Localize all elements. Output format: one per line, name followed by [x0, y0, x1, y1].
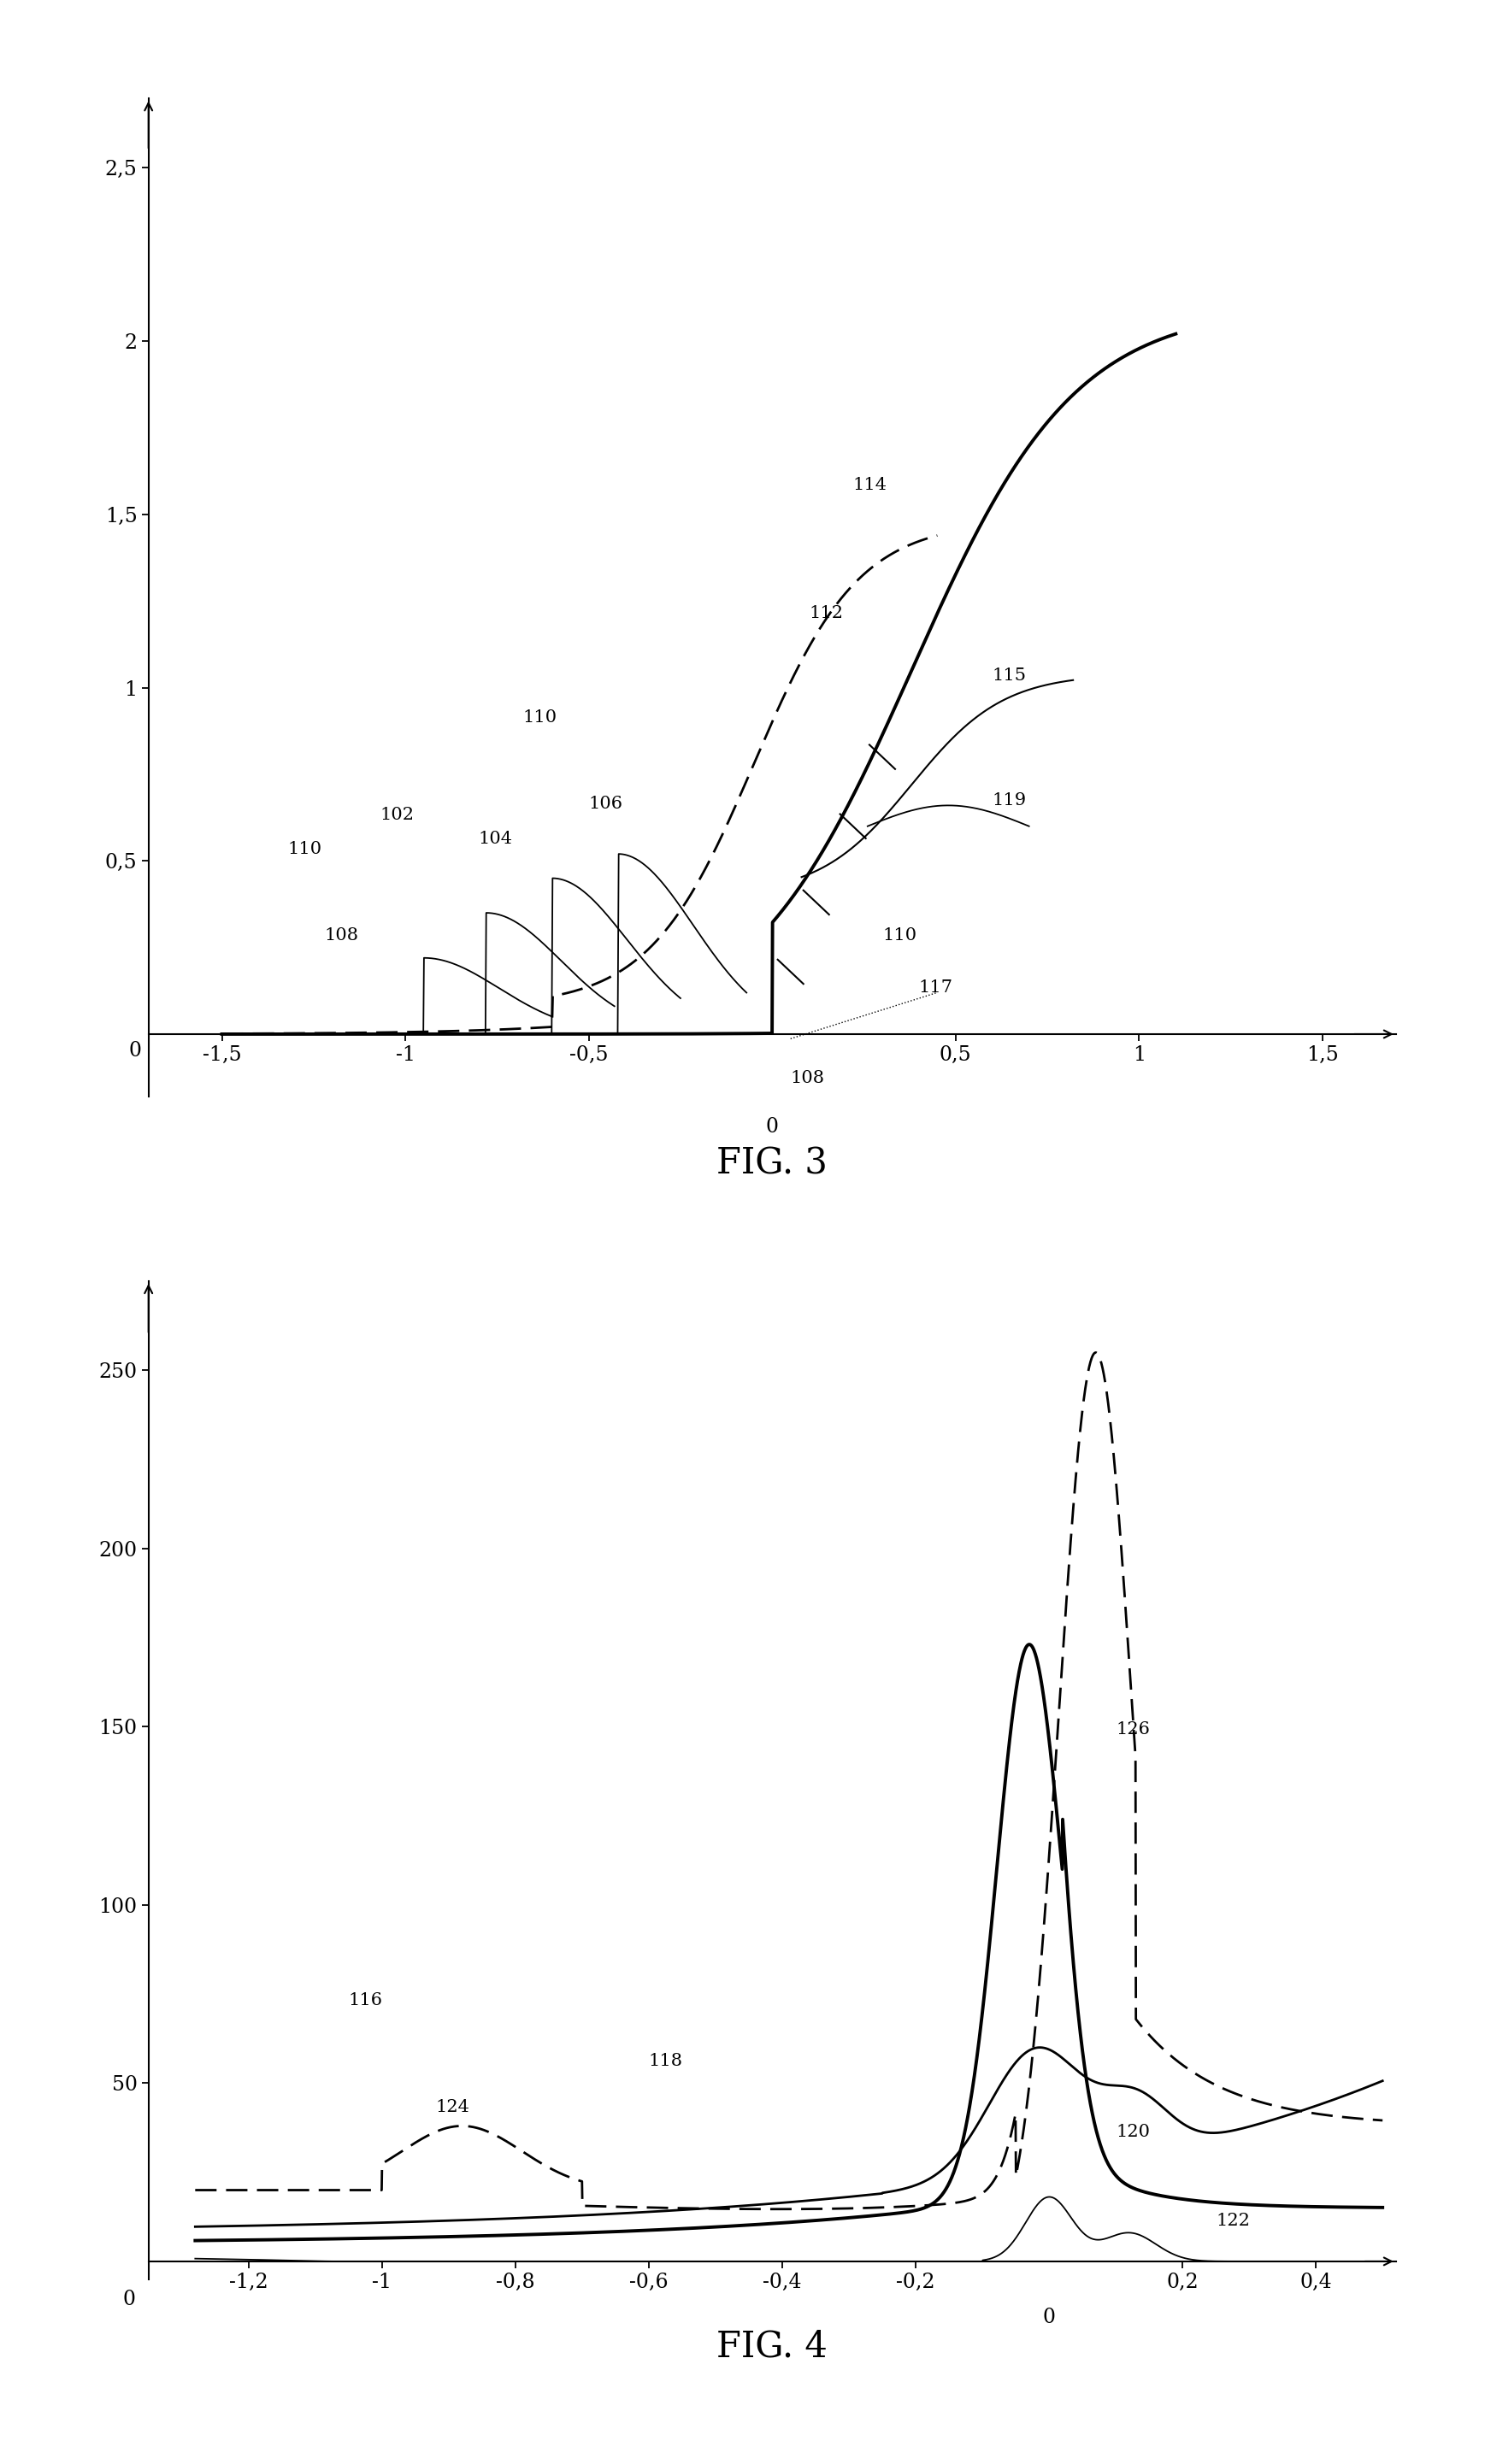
Text: 104: 104	[478, 830, 512, 848]
Text: 114: 114	[852, 478, 887, 493]
Text: 120: 120	[1115, 2124, 1149, 2141]
Text: 126: 126	[1115, 1720, 1149, 1737]
Text: 0: 0	[128, 1040, 141, 1060]
Text: 118: 118	[649, 2053, 683, 2070]
Text: 117: 117	[919, 981, 953, 995]
Text: 108: 108	[325, 929, 359, 944]
Text: FIG. 3: FIG. 3	[717, 1146, 827, 1183]
Text: 102: 102	[380, 806, 414, 823]
Text: 0: 0	[766, 1116, 778, 1136]
Text: FIG. 4: FIG. 4	[717, 2328, 827, 2365]
Text: 115: 115	[992, 668, 1026, 685]
Text: 110: 110	[523, 710, 557, 727]
Text: 110: 110	[288, 840, 322, 857]
Text: 116: 116	[349, 1991, 383, 2008]
Text: 106: 106	[588, 796, 622, 813]
Text: 119: 119	[992, 793, 1026, 808]
Text: 108: 108	[790, 1069, 824, 1087]
Text: 0: 0	[1042, 2309, 1056, 2328]
Text: 112: 112	[809, 606, 843, 621]
Text: 0: 0	[122, 2289, 135, 2309]
Text: 124: 124	[435, 2099, 469, 2114]
Text: 110: 110	[882, 929, 916, 944]
Text: 122: 122	[1216, 2213, 1250, 2230]
